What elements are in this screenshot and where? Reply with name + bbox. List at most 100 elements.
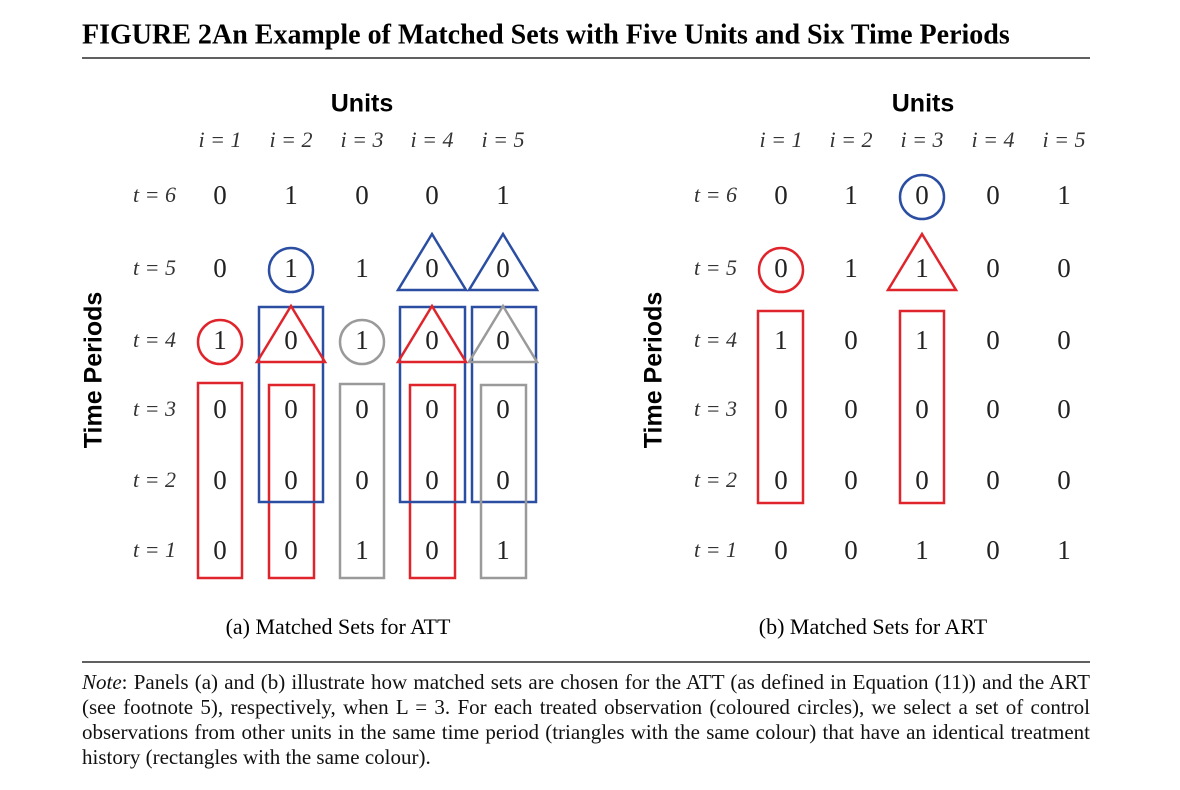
cell-value: 0 (774, 535, 788, 565)
cell-value: 1 (844, 253, 858, 283)
panel-caption: (a) Matched Sets for ATT (226, 614, 451, 639)
cell-value: 0 (496, 253, 510, 283)
matched-triangle (466, 303, 540, 364)
cell-value: 0 (213, 465, 227, 495)
treated-circle (196, 318, 244, 366)
row-label: t = 2 (133, 467, 176, 492)
matched-triangle (466, 231, 540, 292)
shapes (196, 173, 959, 580)
cell-value: 0 (213, 253, 227, 283)
column-label: i = 3 (901, 127, 944, 152)
cell-value: 0 (213, 180, 227, 210)
cell-value: 0 (774, 180, 788, 210)
cell-value: 0 (844, 394, 858, 424)
cell-value: 0 (425, 394, 439, 424)
column-label: i = 1 (760, 127, 803, 152)
panel-caption: (b) Matched Sets for ART (759, 614, 988, 639)
column-label: i = 5 (1043, 127, 1086, 152)
matched-triangle (254, 303, 328, 364)
cell-value: 0 (425, 535, 439, 565)
column-label: i = 5 (482, 127, 525, 152)
cell-value: 1 (284, 253, 298, 283)
cell-value: 0 (284, 325, 298, 355)
treated-circle (267, 246, 315, 294)
cell-value: 0 (355, 180, 369, 210)
cell-value: 0 (1057, 465, 1071, 495)
cell-value: 0 (986, 325, 1000, 355)
history-rect (479, 383, 528, 580)
cell-value: 0 (986, 465, 1000, 495)
treated-circle (898, 173, 946, 221)
note: Note: Panels (a) and (b) illustrate how … (82, 670, 1090, 770)
cell-value: 0 (774, 253, 788, 283)
cell-value: 0 (986, 535, 1000, 565)
cell-value: 1 (1057, 180, 1071, 210)
note-text: : Panels (a) and (b) illustrate how matc… (82, 670, 1090, 769)
matched-triangle (395, 231, 469, 292)
time-periods-label: Time Periods (80, 292, 108, 449)
cell-value: 0 (986, 253, 1000, 283)
column-label: i = 4 (972, 127, 1015, 152)
cell-value: 1 (915, 253, 929, 283)
row-label: t = 5 (694, 255, 737, 280)
cell-value: 0 (425, 325, 439, 355)
row-label: t = 3 (694, 396, 737, 421)
units-label: Units (892, 90, 955, 118)
cell-value: 1 (355, 253, 369, 283)
note-label: Note (82, 670, 122, 694)
row-label: t = 6 (133, 182, 176, 207)
row-label: t = 2 (694, 467, 737, 492)
cell-value: 0 (986, 180, 1000, 210)
row-label: t = 5 (133, 255, 176, 280)
column-label: i = 2 (830, 127, 873, 152)
cell-value: 0 (213, 535, 227, 565)
cell-value: 0 (986, 394, 1000, 424)
cell-value: 0 (213, 394, 227, 424)
matched-triangle (885, 231, 959, 292)
matched-triangle (395, 303, 469, 364)
cell-value: 0 (284, 465, 298, 495)
history-rect (196, 381, 244, 580)
cell-value: 0 (1057, 394, 1071, 424)
figure-title: An Example of Matched Sets with Five Uni… (212, 19, 1010, 50)
cell-value: 0 (496, 465, 510, 495)
cell-value: 0 (1057, 325, 1071, 355)
time-periods-label: Time Periods (640, 292, 668, 449)
history-rect (338, 382, 386, 580)
cell-value: 1 (844, 180, 858, 210)
units-label: Units (331, 90, 394, 118)
cell-value: 0 (844, 325, 858, 355)
row-label: t = 4 (133, 327, 176, 352)
cell-value: 0 (355, 394, 369, 424)
row-label: t = 4 (694, 327, 737, 352)
cell-value: 0 (496, 394, 510, 424)
cell-value: 0 (844, 535, 858, 565)
history-rect (267, 383, 316, 580)
cell-value: 0 (774, 465, 788, 495)
row-label: t = 1 (694, 537, 737, 562)
column-label: i = 2 (270, 127, 313, 152)
cell-value: 1 (213, 325, 227, 355)
cell-value: 0 (915, 465, 929, 495)
figure-label: FIGURE 2 (82, 19, 212, 50)
history-rect (898, 309, 946, 505)
column-label: i = 4 (411, 127, 454, 152)
history-rect (408, 383, 457, 580)
cell-value: 1 (355, 325, 369, 355)
row-label: t = 6 (694, 182, 737, 207)
cell-value: 0 (915, 180, 929, 210)
cell-value: 0 (915, 394, 929, 424)
cell-value: 0 (1057, 253, 1071, 283)
cell-value: 1 (774, 325, 788, 355)
cell-value: 1 (355, 535, 369, 565)
cell-value: 1 (915, 535, 929, 565)
column-label: i = 3 (341, 127, 384, 152)
cell-value: 0 (425, 465, 439, 495)
history-rect (756, 309, 805, 505)
cell-value: 0 (284, 535, 298, 565)
cell-value: 1 (284, 180, 298, 210)
cell-value: 0 (355, 465, 369, 495)
treated-circle (757, 246, 805, 294)
cell-value: 0 (425, 253, 439, 283)
